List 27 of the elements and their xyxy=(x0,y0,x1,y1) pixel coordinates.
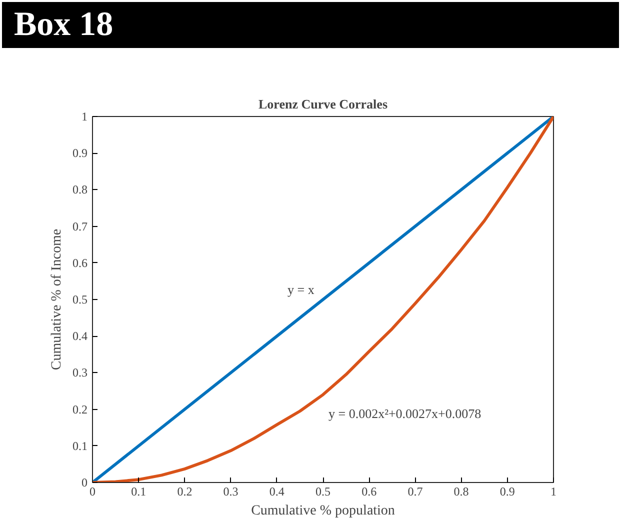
x-tick-label: 0.5 xyxy=(316,484,330,498)
y-tick-label: 0.1 xyxy=(72,438,88,453)
y-tick-label: 0.5 xyxy=(72,292,88,306)
x-tick-label: 0.8 xyxy=(454,484,469,498)
x-tick-label: 0.2 xyxy=(177,484,192,498)
y-tick-label: 0.2 xyxy=(72,402,88,416)
x-tick-label: 0.7 xyxy=(408,484,423,498)
y-tick-label: 0.8 xyxy=(72,182,88,197)
y-tick-label: 0 xyxy=(82,476,88,490)
x-tick-label: 0.3 xyxy=(223,484,238,498)
x-tick-label: 1 xyxy=(550,484,556,498)
y-tick-label: 0.3 xyxy=(72,366,88,380)
y-axis-title: Cumulative % of Income xyxy=(50,228,64,370)
chart-subtitle: Lorenz Curve Corrales xyxy=(258,96,388,112)
y-tick-label: 0.6 xyxy=(72,256,88,270)
y-tick-label: 0.7 xyxy=(72,219,88,234)
x-tick-label: 0.4 xyxy=(269,484,284,498)
chart-title: Box 18 xyxy=(14,5,114,45)
y-tick-label: 0.4 xyxy=(72,329,88,344)
y-tick-label: 0.9 xyxy=(72,146,88,160)
x-tick-label: 0.6 xyxy=(362,484,377,498)
annotation: y = x xyxy=(288,282,315,297)
x-axis-title: Cumulative % population xyxy=(251,504,395,518)
x-tick-label: 0.1 xyxy=(131,484,146,498)
y-tick-label: 1 xyxy=(82,110,88,124)
annotation: y = 0.002x²+0.0027x+0.0078 xyxy=(328,406,482,421)
x-tick-label: 0.9 xyxy=(500,484,515,498)
